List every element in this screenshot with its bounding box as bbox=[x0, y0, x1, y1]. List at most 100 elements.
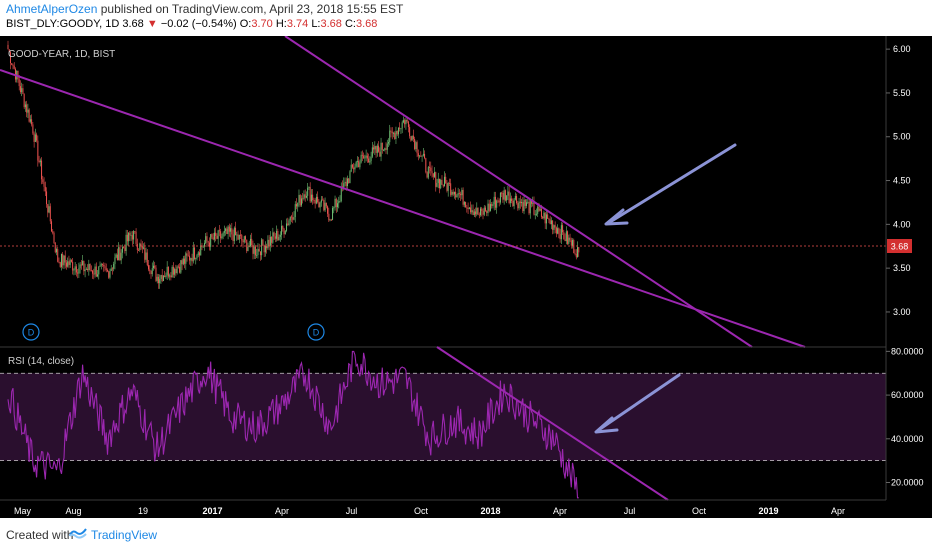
candle-body bbox=[124, 247, 126, 252]
price-trendlines[interactable] bbox=[0, 36, 806, 348]
candle-body bbox=[370, 156, 372, 162]
candle-body bbox=[574, 253, 576, 254]
time-tick-label: Jul bbox=[624, 506, 636, 516]
upper-trendline[interactable] bbox=[284, 36, 753, 348]
candle-body bbox=[552, 220, 554, 230]
candle-body bbox=[177, 266, 179, 268]
candle-body bbox=[338, 201, 340, 204]
candle-body bbox=[314, 200, 316, 204]
candle-body bbox=[155, 267, 157, 281]
candle-body bbox=[62, 254, 64, 266]
candle-body bbox=[560, 225, 562, 240]
candle-body bbox=[21, 88, 23, 93]
candle-body bbox=[115, 254, 117, 258]
author-link[interactable]: AhmetAlperOzen bbox=[6, 2, 98, 16]
price-panel[interactable]: GOOD-YEAR, 1D, BIST D D bbox=[0, 36, 886, 348]
time-tick-label: Jul bbox=[346, 506, 358, 516]
candle-body bbox=[51, 221, 53, 232]
candle-body bbox=[283, 228, 285, 235]
candle-body bbox=[161, 274, 163, 281]
price-axis[interactable]: 6.00 5.50 5.00 4.50 4.00 3.50 3.00 bbox=[886, 44, 911, 317]
candle-body bbox=[350, 164, 352, 172]
chart-canvas[interactable]: GOOD-YEAR, 1D, BIST D D RSI (14, close) … bbox=[0, 36, 932, 518]
candle-body bbox=[227, 226, 229, 234]
candle-body bbox=[174, 269, 176, 275]
candle-body bbox=[470, 207, 472, 213]
candle-body bbox=[194, 247, 196, 260]
candle-body bbox=[226, 228, 228, 234]
candle-body bbox=[140, 243, 142, 246]
candle-body bbox=[385, 148, 387, 150]
candle-body bbox=[206, 236, 208, 242]
candle-body bbox=[458, 193, 460, 194]
candle-body bbox=[294, 204, 296, 218]
time-tick-label: Apr bbox=[275, 506, 289, 516]
dividend-marker-1[interactable]: D bbox=[22, 323, 40, 341]
candle-body bbox=[70, 259, 72, 262]
candle-body bbox=[240, 234, 242, 236]
time-tick-label: 2017 bbox=[202, 506, 222, 516]
price-arrow[interactable] bbox=[604, 143, 737, 226]
rsi-axis[interactable]: 80.0000 60.0000 40.0000 20.0000 bbox=[886, 346, 924, 488]
footer: Created with TradingView bbox=[0, 518, 932, 550]
candle-body bbox=[384, 148, 386, 150]
candle-body bbox=[361, 154, 363, 156]
tradingview-brand-link[interactable]: TradingView bbox=[91, 528, 158, 542]
dividend-marker-label: D bbox=[28, 328, 35, 338]
rsi-trendline[interactable] bbox=[436, 346, 669, 501]
lower-trendline[interactable] bbox=[0, 69, 806, 348]
candle-body bbox=[400, 128, 402, 130]
close-value: 3.68 bbox=[355, 18, 378, 30]
candle-body bbox=[73, 269, 75, 271]
candle-body bbox=[437, 178, 439, 183]
candle-body bbox=[545, 214, 547, 224]
candle-body bbox=[32, 124, 34, 134]
candle-body bbox=[291, 216, 293, 218]
candle-body bbox=[324, 202, 326, 211]
candle-body bbox=[196, 255, 198, 259]
arrow-shaft bbox=[598, 373, 681, 431]
candle-body bbox=[143, 247, 145, 249]
candle-body bbox=[191, 257, 193, 262]
candle-body bbox=[129, 232, 131, 236]
candle-body bbox=[569, 237, 571, 241]
candle-body bbox=[97, 274, 99, 277]
close-label: C: bbox=[344, 18, 356, 30]
candle-body bbox=[368, 158, 370, 163]
candle-body bbox=[415, 142, 417, 150]
rsi-panel[interactable]: RSI (14, close) bbox=[0, 346, 886, 501]
candle-body bbox=[216, 235, 218, 239]
candle-body bbox=[457, 193, 459, 196]
candle-body bbox=[69, 259, 71, 265]
candle-body bbox=[434, 172, 436, 177]
candle-body bbox=[93, 273, 95, 275]
candle-body bbox=[390, 130, 392, 132]
candle-body bbox=[373, 147, 375, 150]
candle-body bbox=[160, 274, 162, 279]
candle-body bbox=[389, 130, 391, 143]
candle-body bbox=[416, 142, 418, 154]
candle-body bbox=[518, 201, 520, 209]
candle-body bbox=[149, 269, 151, 271]
rsi-arrow[interactable] bbox=[594, 373, 681, 434]
candle-body bbox=[72, 261, 74, 271]
candle-body bbox=[364, 157, 366, 159]
candle-body bbox=[185, 253, 187, 264]
time-axis[interactable]: May Aug 19 2017 Apr Jul Oct 2018 Apr Jul Oct 2019 Ap… bbox=[14, 506, 845, 516]
time-tick-label: 19 bbox=[138, 506, 148, 516]
candle-body bbox=[570, 240, 572, 246]
candle-body bbox=[529, 200, 531, 214]
candle-body bbox=[289, 216, 291, 221]
candle-body bbox=[503, 190, 505, 200]
time-tick-label: Apr bbox=[553, 506, 567, 516]
candle-body bbox=[110, 268, 112, 272]
candle-body bbox=[180, 260, 182, 273]
candle-body bbox=[34, 134, 36, 142]
candle-body bbox=[475, 211, 477, 215]
candle-body bbox=[298, 195, 300, 203]
candle-body bbox=[128, 232, 130, 242]
candle-body bbox=[463, 201, 465, 205]
price-tick-label: 4.50 bbox=[893, 176, 911, 186]
rsi-line bbox=[7, 350, 579, 499]
dividend-marker-2[interactable]: D bbox=[307, 323, 325, 341]
